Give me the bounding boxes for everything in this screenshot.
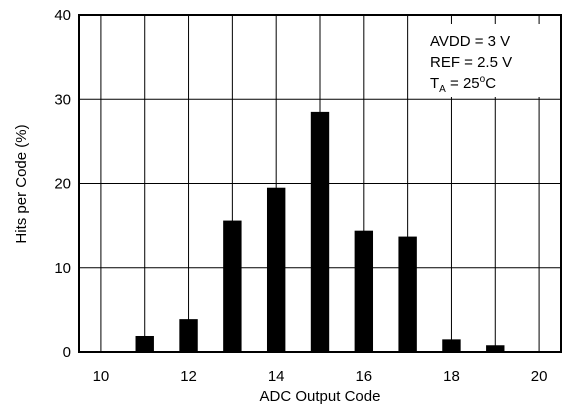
annotation-box: AVDD = 3 V REF = 2.5 V TA = 25oC: [430, 33, 512, 95]
annotation-ref: REF = 2.5 V: [430, 54, 512, 71]
y-tick-label: 20: [54, 176, 71, 193]
y-tick-label: 30: [54, 91, 71, 108]
bar-code-13: [223, 220, 242, 352]
bar-code-11: [135, 335, 154, 352]
bar-code-18: [442, 339, 461, 352]
x-axis-label: ADC Output Code: [260, 388, 381, 405]
x-tick-label: 10: [93, 368, 110, 385]
y-tick-label: 10: [54, 260, 71, 277]
x-tick-label: 14: [268, 368, 285, 385]
bar-code-15: [310, 111, 330, 352]
x-tick-label: 16: [355, 368, 372, 385]
y-tick-label: 40: [54, 7, 71, 24]
plot-frame: [78, 14, 562, 353]
x-tick-label: 20: [531, 368, 548, 385]
annotation-background: [417, 24, 562, 97]
x-tick-labels: 10 12 14 16 18 20: [93, 368, 548, 385]
bar-code-19: [486, 345, 505, 352]
bar-code-12: [179, 319, 198, 352]
x-tick-label: 12: [180, 368, 197, 385]
bars-group: [135, 111, 505, 352]
y-axis-label: Hits per Code (%): [13, 124, 30, 243]
y-tick-labels: 0 10 20 30 40: [54, 7, 71, 361]
x-tick-label: 18: [443, 368, 460, 385]
bar-code-17: [398, 236, 417, 352]
bar-code-14: [266, 187, 286, 352]
annotation-avdd: AVDD = 3 V: [430, 33, 510, 50]
y-tick-label: 0: [63, 344, 71, 361]
bar-code-16: [354, 230, 374, 352]
annotation-temperature: TA = 25oC: [430, 74, 496, 95]
